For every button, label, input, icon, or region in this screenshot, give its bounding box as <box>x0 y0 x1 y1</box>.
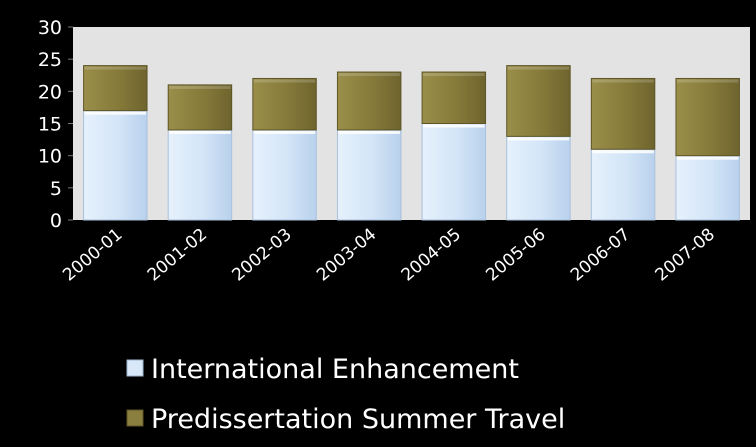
bar-highlight <box>507 137 570 141</box>
y-tick-label: 10 <box>38 146 62 168</box>
legend-label: Predissertation Summer Travel <box>151 404 565 435</box>
x-axis: 2000-01 2001-02 2002-03 2003-04 2004-05 2005-… <box>59 225 719 286</box>
bar-international-enhancement <box>252 129 317 221</box>
y-tick-label: 5 <box>50 178 62 200</box>
y-axis: 0 5 10 15 20 25 30 <box>38 17 73 232</box>
legend-swatch <box>126 359 144 377</box>
bar-highlight <box>592 79 654 83</box>
bar-predissertation-summer-travel <box>421 71 487 124</box>
x-tick-label: 2000-01 <box>59 225 126 286</box>
y-tick-label: 25 <box>38 49 62 71</box>
bar-highlight <box>253 130 316 134</box>
bar-international-enhancement <box>675 155 740 221</box>
y-tick-label: 15 <box>38 114 62 136</box>
legend: International Enhancement Predissertation… <box>126 354 565 435</box>
bar-highlight <box>169 130 231 134</box>
legend-label: International Enhancement <box>151 354 519 385</box>
bar-highlight <box>338 130 400 134</box>
bar-highlight <box>253 79 316 83</box>
y-tick-label: 30 <box>38 17 62 39</box>
bar-international-enhancement <box>336 129 402 221</box>
bar-highlight <box>676 156 739 160</box>
bar-predissertation-summer-travel <box>590 77 656 150</box>
bar-predissertation-summer-travel <box>336 71 402 131</box>
bar-predissertation-summer-travel <box>252 77 317 131</box>
bar-highlight <box>592 150 654 154</box>
bar-highlight <box>169 85 231 89</box>
y-tick-label: 20 <box>38 81 62 103</box>
bar-highlight <box>84 66 147 70</box>
bar-predissertation-summer-travel <box>675 77 740 157</box>
x-tick-label: 2006-07 <box>567 225 634 286</box>
bar-international-enhancement <box>506 135 571 221</box>
x-tick-label: 2001-02 <box>144 225 211 286</box>
bar-highlight <box>423 124 485 128</box>
x-tick-label: 2004-05 <box>398 225 465 286</box>
x-tick-label: 2002-03 <box>229 225 296 286</box>
bar-highlight <box>423 73 485 77</box>
bar-predissertation-summer-travel <box>167 84 233 131</box>
bar-highlight <box>507 66 570 70</box>
bar-international-enhancement <box>421 123 487 221</box>
bar-highlight <box>84 111 147 115</box>
x-tick-label: 2005-06 <box>482 225 549 286</box>
bars <box>83 65 740 221</box>
bar-predissertation-summer-travel <box>506 65 571 137</box>
x-tick-label: 2007-08 <box>652 225 719 286</box>
bar-international-enhancement <box>167 129 233 221</box>
bar-predissertation-summer-travel <box>83 65 148 112</box>
bar-international-enhancement <box>83 110 148 221</box>
bar-highlight <box>676 79 739 83</box>
legend-swatch <box>126 409 144 427</box>
y-tick-label: 0 <box>50 210 62 232</box>
bar-highlight <box>338 73 400 77</box>
x-tick-label: 2003-04 <box>313 225 380 286</box>
bar-international-enhancement <box>590 148 656 221</box>
